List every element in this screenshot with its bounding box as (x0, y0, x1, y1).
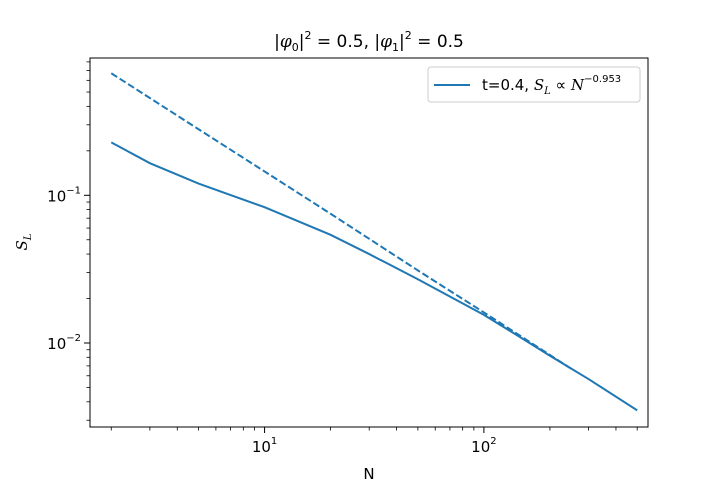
x-tick-label: 102 (471, 436, 496, 456)
y-axis-label: SL (13, 233, 34, 250)
y-tick-label: 10−2 (47, 333, 81, 353)
x-axis-label: N (363, 465, 374, 480)
chart-title: |φ0|2 = 0.5, |φ1|2 = 0.5 (274, 29, 464, 54)
series-layer (110, 72, 638, 412)
legend-label: t=0.4, SL ∝ N−0.953 (482, 74, 621, 97)
x-tick-label: 101 (252, 436, 277, 456)
series-line-dashed (110, 72, 572, 370)
legend-box (427, 66, 641, 103)
series-line-solid (110, 141, 638, 412)
legend: t=0.4, SL ∝ N−0.953 (427, 66, 641, 103)
y-tick-label: 10−1 (47, 185, 81, 205)
tick-layer: 101 102 10−1 10−2 (47, 61, 638, 456)
